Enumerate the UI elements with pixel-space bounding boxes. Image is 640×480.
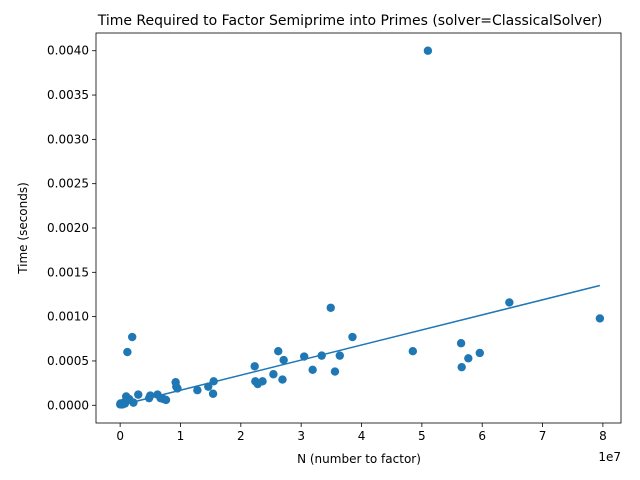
x-tick-label: 8 [599, 429, 607, 443]
y-tick-label: 0.0005 [47, 354, 89, 368]
y-axis-ticks: 0.0000 0.0005 0.0010 0.0015 0.0020 0.0025 0.00… [47, 44, 96, 412]
data-point [173, 384, 182, 393]
y-tick-label: 0.0040 [47, 44, 89, 58]
data-point [193, 386, 202, 395]
y-tick-label: 0.0020 [47, 221, 89, 235]
data-point [128, 332, 137, 342]
y-tick-label: 0.0030 [47, 132, 89, 146]
x-tick-label: 7 [539, 429, 547, 443]
data-point [123, 347, 132, 357]
data-point [505, 298, 514, 307]
x-tick-label: 5 [418, 429, 426, 443]
fit-line-layer [119, 284, 601, 407]
data-point [456, 339, 466, 348]
data-point [348, 332, 357, 342]
points-layer [115, 46, 605, 409]
data-point [209, 377, 218, 386]
data-point [423, 46, 433, 55]
data-point [274, 347, 283, 356]
data-point [299, 352, 309, 361]
data-point [161, 395, 171, 405]
data-point [308, 365, 317, 375]
fit-line [119, 284, 601, 407]
data-point [129, 398, 138, 407]
y-tick-label: 0.0010 [47, 310, 89, 324]
x-tick-label: 3 [297, 429, 305, 443]
data-point [457, 362, 466, 372]
data-point [269, 370, 278, 379]
y-tick-label: 0.0015 [47, 265, 89, 279]
y-axis-label: Time (seconds) [16, 182, 30, 275]
x-axis-label: N (number to factor) [297, 452, 421, 466]
data-point [146, 391, 155, 400]
data-point [279, 355, 288, 365]
data-point [335, 351, 344, 360]
data-point [204, 382, 213, 391]
x-axis-ticks: 0 1 2 3 4 5 6 7 8 [116, 423, 607, 443]
data-point [250, 362, 259, 371]
data-point [326, 303, 335, 312]
data-point [595, 314, 605, 323]
data-point [464, 354, 473, 363]
x-tick-label: 2 [237, 429, 245, 443]
x-offset-label: 1e7 [598, 450, 621, 464]
data-point [317, 351, 326, 360]
data-point [475, 348, 484, 358]
y-tick-label: 0.0000 [47, 398, 89, 412]
data-point [134, 390, 143, 399]
data-point [330, 367, 340, 376]
y-tick-label: 0.0035 [47, 88, 89, 102]
x-tick-label: 6 [478, 429, 486, 443]
chart-title: Time Required to Factor Semiprime into P… [97, 13, 603, 29]
data-point [278, 375, 287, 384]
data-point [258, 377, 267, 386]
x-tick-label: 0 [116, 429, 124, 443]
y-tick-label: 0.0025 [47, 177, 89, 191]
x-tick-label: 4 [358, 429, 366, 443]
data-point [408, 347, 418, 356]
data-point [208, 389, 218, 398]
x-tick-label: 1 [177, 429, 185, 443]
